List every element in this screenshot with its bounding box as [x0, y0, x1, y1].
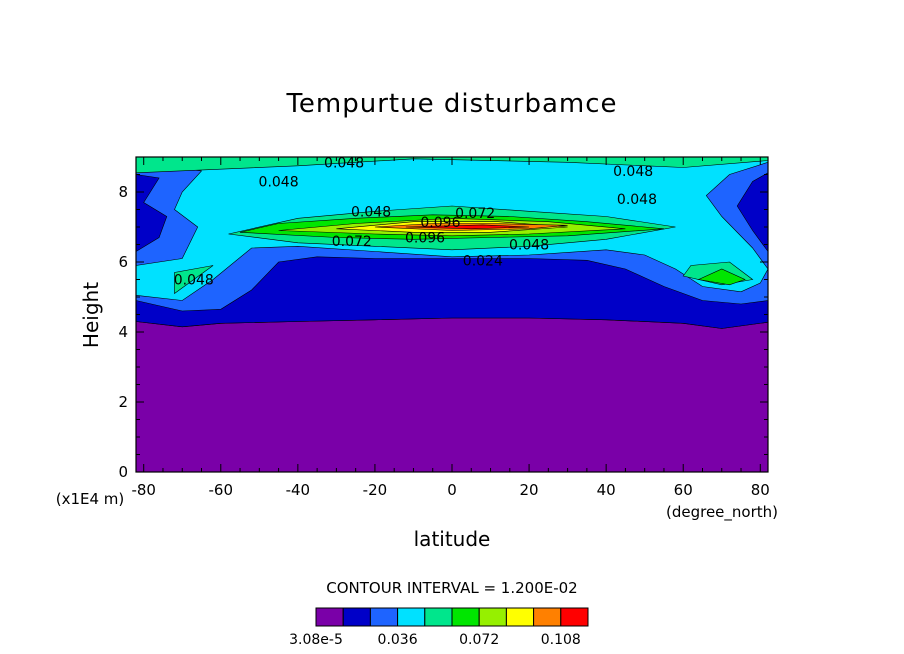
contour-fill-level-5-part-1 — [697, 268, 746, 286]
y-tick-label: 2 — [118, 393, 128, 411]
contour-fill-level-9 — [405, 224, 530, 230]
colorbar-tick-label: 0.072 — [459, 632, 499, 648]
contour-label: 0.072 — [455, 206, 495, 222]
colorbar-swatch — [424, 607, 453, 627]
contour-label: 0.048 — [324, 155, 364, 171]
y-tick-label: 6 — [118, 253, 128, 271]
x-tick-label: 80 — [751, 481, 770, 499]
x-axis-label: latitude — [414, 527, 491, 551]
x-tick-label: -40 — [286, 481, 311, 499]
contour-label: 0.072 — [332, 234, 372, 250]
x-tick-label: -20 — [363, 481, 388, 499]
x-tick-label: 0 — [447, 481, 457, 499]
contour-interval-text: CONTOUR INTERVAL = 1.200E-02 — [326, 579, 577, 597]
colorbar-swatch — [560, 607, 589, 627]
colorbar-tick-label: 3.08e-5 — [289, 632, 343, 648]
contour-label: 0.096 — [420, 215, 460, 231]
colorbar-swatch — [315, 607, 344, 627]
contour-label: 0.048 — [259, 175, 299, 191]
contour-label: 0.096 — [405, 231, 445, 247]
contour-label: 0.048 — [174, 273, 214, 289]
plot-area: 0.0480.0480.0480.0480.0480.0960.0720.072… — [135, 155, 769, 473]
colorbar-tick-label: 0.108 — [541, 632, 581, 648]
contour-label: 0.048 — [509, 238, 549, 254]
colorbar-swatch — [478, 607, 507, 627]
y-tick-label: 0 — [118, 463, 128, 481]
colorbar-swatch — [505, 607, 535, 627]
y-tick-label: 4 — [118, 323, 128, 341]
contour-fill-level-4 — [174, 265, 214, 295]
y-tick-label: 8 — [118, 183, 128, 201]
x-tick-label: 20 — [520, 481, 539, 499]
colorbar-swatch — [397, 607, 426, 627]
y-axis-label: Height — [79, 282, 103, 348]
contour-label: 0.048 — [617, 192, 657, 208]
x-tick-label: -80 — [131, 481, 156, 499]
colorbar-swatch — [369, 607, 399, 627]
x-tick-label: -60 — [209, 481, 234, 499]
colorbar-swatch — [451, 607, 480, 627]
contour-label: 0.048 — [351, 204, 391, 220]
colorbar-swatch — [533, 607, 562, 627]
chart-title: Tempurtue disturbamce — [285, 89, 617, 119]
contour-fill-level-0 — [135, 317, 769, 473]
axes: -80 -60 -40 -20 0 20 40 60 80 0 2 4 6 8 — [118, 156, 770, 499]
colorbar: 3.08e-5 0.036 0.072 0.108 — [289, 607, 589, 648]
contour-label: 0.024 — [463, 253, 503, 269]
contour-label: 0.048 — [613, 164, 653, 180]
y-units-label: (x1E4 m) — [56, 490, 125, 508]
x-tick-label: 60 — [674, 481, 693, 499]
x-units-label: (degree_north) — [666, 503, 778, 522]
x-tick-label: 40 — [597, 481, 616, 499]
colorbar-swatch — [342, 607, 371, 627]
colorbar-tick-label: 0.036 — [378, 632, 418, 648]
